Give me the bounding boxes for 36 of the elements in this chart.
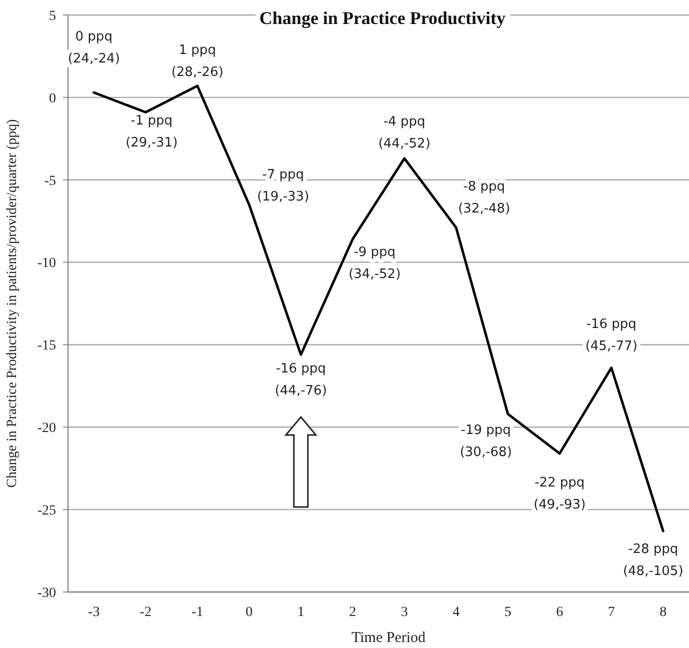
- annotation: -19 ppq (30,-68): [460, 422, 512, 460]
- annotation: -8 ppq (32,-48): [458, 180, 510, 217]
- x-tick-label: 0: [246, 605, 253, 620]
- annotation: -1 ppq (29,-31): [126, 113, 178, 150]
- y-tick-label: 5: [49, 8, 56, 24]
- x-tick-label: -2: [140, 605, 152, 620]
- annotation: -16 ppq (45,-77): [585, 316, 638, 354]
- y-tick-label: -10: [37, 256, 56, 272]
- annotation: 0 ppq (24,-24): [68, 29, 120, 66]
- annotation: -7 ppq (19,-33): [257, 168, 310, 205]
- x-tick-label: 3: [400, 605, 408, 620]
- annotation: -16 ppq (44,-76): [274, 362, 327, 399]
- annotation: -9 ppq (34,-52): [348, 245, 401, 282]
- y-axis-title: Change in Practice Productivity in patients/provider/quarter (ppq): [5, 118, 20, 488]
- annotation: -28 ppq (48,-105): [622, 542, 684, 580]
- x-tick-label: 7: [608, 605, 615, 620]
- y-tick-label: 0: [49, 91, 56, 106]
- y-tick-label: -30: [37, 586, 56, 601]
- x-axis-title: Time Period: [351, 630, 426, 646]
- x-tick-label: 4: [452, 605, 460, 620]
- y-tick-label: -15: [37, 338, 56, 354]
- annotation: 1 ppq (28,-26): [171, 42, 224, 80]
- x-tick-label: -1: [192, 605, 204, 620]
- line-series: [92, 84, 664, 532]
- annotation: -22 ppq (49,-93): [534, 476, 586, 513]
- x-tick-label: 6: [556, 605, 564, 620]
- x-tick-label: 8: [660, 605, 667, 620]
- y-tick-label: -25: [37, 503, 56, 518]
- x-tick-label: 1: [297, 605, 304, 620]
- y-tick-label: -20: [37, 421, 56, 436]
- y-tick-label: -5: [44, 174, 56, 189]
- x-tick-label: -3: [88, 605, 100, 620]
- annotation: -4 ppq (44,-52): [378, 114, 430, 152]
- chart-title: Change in Practice Productivity: [259, 8, 506, 28]
- x-tick-label: 5: [504, 605, 512, 620]
- x-tick-label: 2: [349, 605, 356, 620]
